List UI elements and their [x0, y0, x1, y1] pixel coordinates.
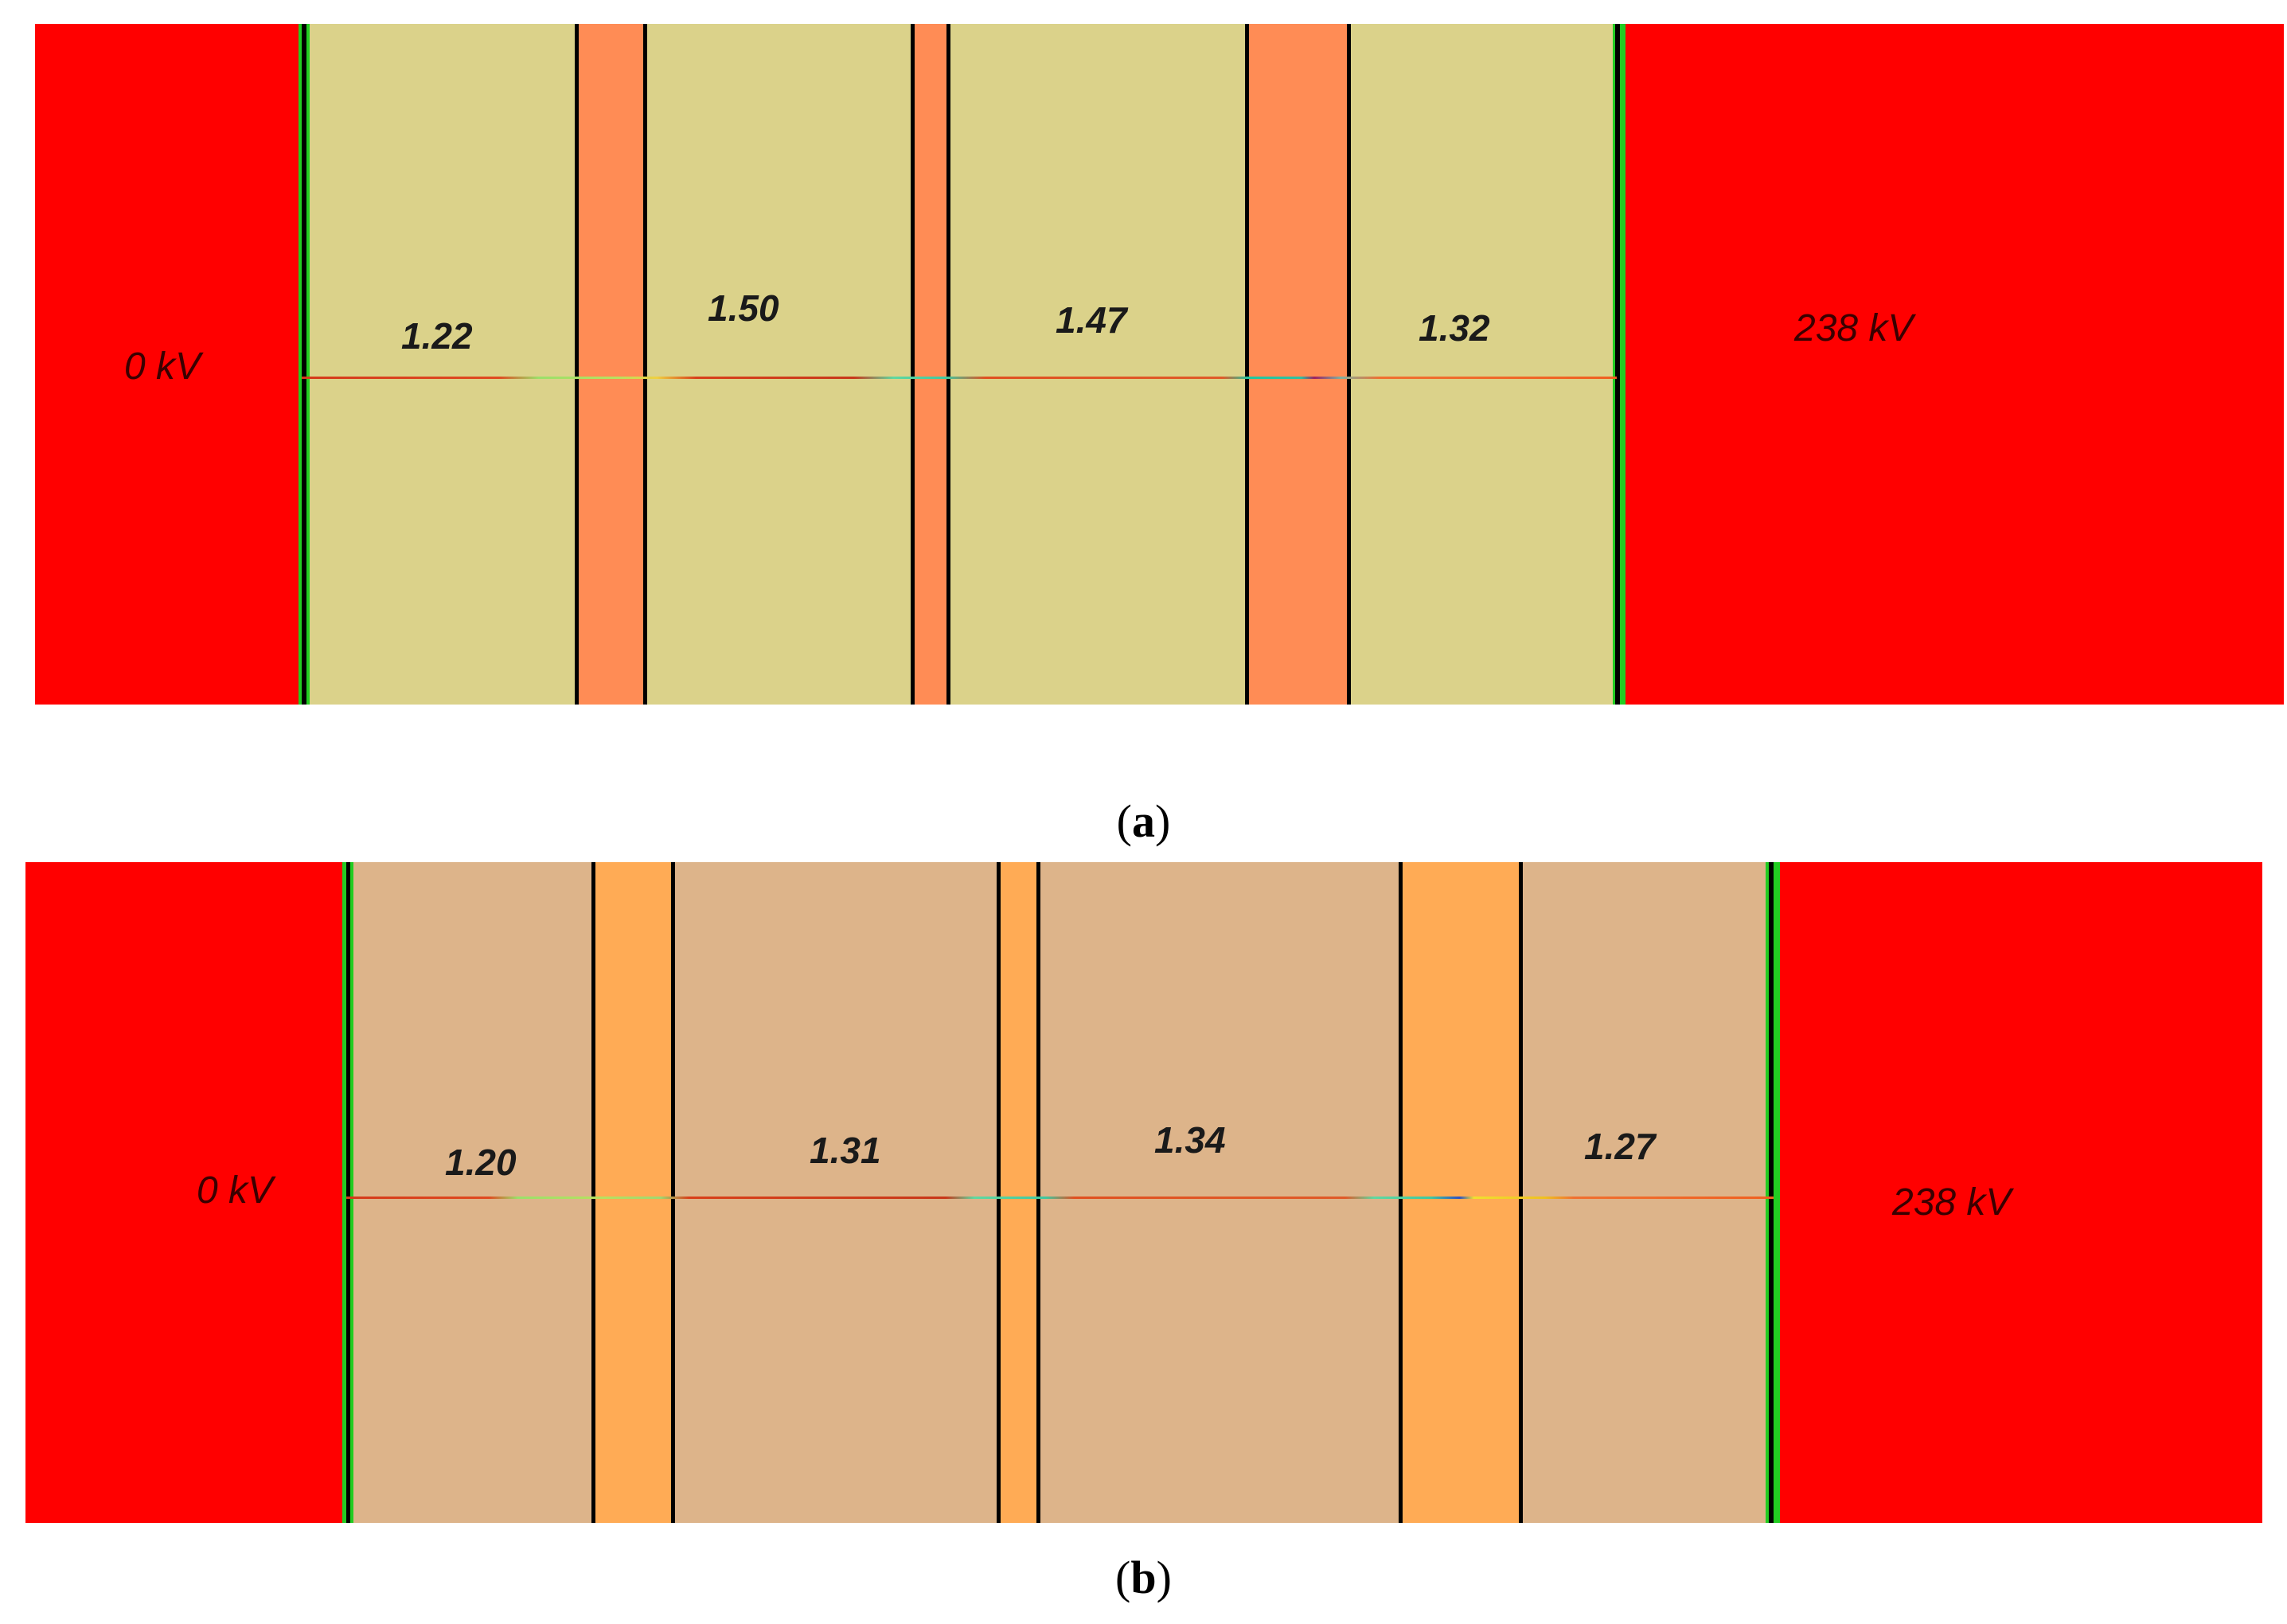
- region-value-label: 1.50: [708, 287, 779, 329]
- gap-layer-2: [998, 862, 1040, 1523]
- boundary-line: [997, 862, 1001, 1523]
- right-voltage-label: 238 kV: [1794, 307, 1914, 349]
- gap-layer-3: [1247, 24, 1350, 705]
- left-voltage-label: 0 kV: [124, 345, 201, 388]
- right-electrode: [1617, 24, 2284, 705]
- insulation-layer-4: [1350, 24, 1617, 705]
- boundary-line: [346, 862, 350, 1523]
- insulation-layer-4: [1521, 862, 1774, 1523]
- boundary-line: [302, 24, 306, 705]
- insulation-layer-1: [302, 24, 612, 705]
- boundary-line: [911, 24, 915, 705]
- gap-layer-1: [593, 862, 673, 1523]
- insulation-layer-2: [673, 862, 1027, 1523]
- boundary-line: [1769, 862, 1774, 1523]
- boundary-line: [575, 24, 579, 705]
- boundary-line: [1245, 24, 1249, 705]
- insulation-layer-1: [346, 862, 621, 1523]
- caption-a: (a): [1116, 795, 1171, 847]
- left-electrode: [35, 24, 302, 705]
- left-voltage-label: 0 kV: [197, 1169, 274, 1212]
- boundary-line: [1347, 24, 1351, 705]
- field-plot-b: 0 kV 238 kV 1.20 1.31 1.34 1.27: [25, 862, 2262, 1523]
- region-value-label: 1.47: [1056, 299, 1127, 341]
- right-voltage-label: 238 kV: [1892, 1181, 2012, 1224]
- right-electrode: [1774, 862, 2262, 1523]
- field-plot-a: 0 kV 238 kV 1.22 1.50 1.47 1.32: [35, 24, 2284, 705]
- boundary-line: [1519, 862, 1523, 1523]
- region-value-label: 1.22: [401, 315, 473, 357]
- region-value-label: 1.31: [810, 1130, 881, 1171]
- boundary-line: [591, 862, 595, 1523]
- region-value-label: 1.32: [1419, 307, 1490, 349]
- boundary-line: [643, 24, 647, 705]
- region-value-label: 1.34: [1154, 1119, 1226, 1161]
- gap-layer-1: [576, 24, 644, 705]
- caption-b: (b): [1115, 1552, 1172, 1603]
- boundary-line: [1399, 862, 1403, 1523]
- field-trace: [346, 1197, 1774, 1199]
- gap-layer-3: [1400, 862, 1521, 1523]
- left-electrode: [25, 862, 346, 1523]
- region-value-label: 1.20: [445, 1142, 517, 1183]
- region-value-label: 1.27: [1584, 1126, 1656, 1167]
- boundary-line: [1615, 24, 1620, 705]
- insulation-layer-2: [644, 24, 946, 705]
- insulation-layer-3: [1040, 862, 1442, 1523]
- field-trace: [302, 377, 1617, 379]
- insulation-layer-3: [948, 24, 1282, 705]
- boundary-line: [946, 24, 950, 705]
- gap-layer-2: [912, 24, 948, 705]
- boundary-line: [1036, 862, 1040, 1523]
- boundary-line: [671, 862, 675, 1523]
